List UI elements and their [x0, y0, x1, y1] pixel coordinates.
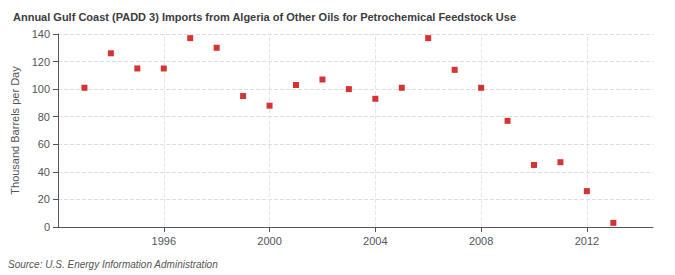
svg-text:2000: 2000: [257, 235, 281, 247]
svg-text:120: 120: [32, 56, 50, 68]
svg-text:100: 100: [32, 83, 50, 95]
svg-text:140: 140: [32, 28, 50, 40]
svg-text:60: 60: [38, 138, 50, 150]
svg-text:2012: 2012: [575, 235, 599, 247]
svg-text:Thousand Barrels per Day: Thousand Barrels per Day: [9, 66, 21, 195]
svg-text:0: 0: [44, 221, 50, 233]
svg-text:2004: 2004: [363, 235, 387, 247]
svg-text:40: 40: [38, 166, 50, 178]
svg-text:2008: 2008: [469, 235, 493, 247]
svg-text:1996: 1996: [152, 235, 176, 247]
svg-text:Annual Gulf Coast (PADD 3) Imp: Annual Gulf Coast (PADD 3) Imports from …: [13, 11, 516, 23]
svg-text:80: 80: [38, 111, 50, 123]
svg-text:Source: U.S. Energy Informatio: Source: U.S. Energy Information Administ…: [8, 259, 218, 270]
svg-text:20: 20: [38, 193, 50, 205]
